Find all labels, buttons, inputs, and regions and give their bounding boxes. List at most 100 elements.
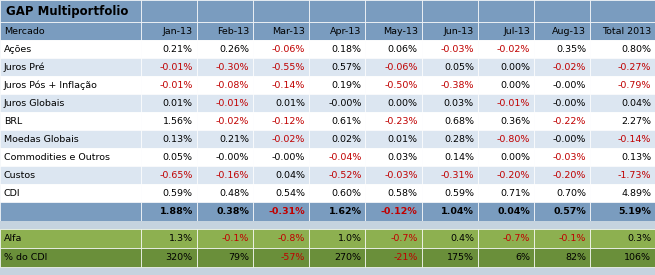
Text: -0.31%: -0.31%: [269, 207, 305, 216]
Bar: [478, 40, 534, 58]
Text: 1.88%: 1.88%: [160, 207, 193, 216]
Bar: [0, 22, 141, 40]
Bar: [253, 130, 309, 148]
Text: -0.20%: -0.20%: [553, 170, 586, 180]
Text: May-13: May-13: [383, 26, 418, 35]
Bar: [196, 148, 253, 166]
Text: -0.16%: -0.16%: [215, 170, 249, 180]
Text: Juros Pré: Juros Pré: [4, 62, 45, 72]
Bar: [365, 130, 422, 148]
Text: 0.3%: 0.3%: [627, 234, 651, 243]
Bar: [253, 58, 309, 76]
Bar: [253, 112, 309, 130]
Text: 1.0%: 1.0%: [337, 234, 362, 243]
Bar: [196, 76, 253, 94]
Text: Juros Globais: Juros Globais: [4, 98, 66, 108]
Bar: [365, 22, 422, 40]
Bar: [309, 112, 365, 130]
Text: 0.04%: 0.04%: [275, 170, 305, 180]
Bar: [253, 248, 309, 267]
Text: 0.28%: 0.28%: [444, 134, 474, 144]
Bar: [309, 229, 365, 248]
Bar: [0, 58, 141, 76]
Text: Jul-13: Jul-13: [503, 26, 530, 35]
Bar: [365, 184, 422, 202]
Bar: [0, 76, 141, 94]
Text: 0.59%: 0.59%: [444, 188, 474, 197]
Bar: [478, 148, 534, 166]
Bar: [141, 166, 196, 184]
Bar: [196, 40, 253, 58]
Bar: [478, 0, 534, 22]
Text: -0.02%: -0.02%: [272, 134, 305, 144]
Text: 0.38%: 0.38%: [216, 207, 249, 216]
Text: -0.12%: -0.12%: [272, 117, 305, 125]
Text: 0.03%: 0.03%: [444, 98, 474, 108]
Bar: [365, 229, 422, 248]
Text: -0.7%: -0.7%: [503, 234, 530, 243]
Bar: [534, 229, 590, 248]
Text: 0.4%: 0.4%: [450, 234, 474, 243]
Bar: [478, 76, 534, 94]
Bar: [478, 58, 534, 76]
Text: 0.21%: 0.21%: [163, 45, 193, 54]
Text: -0.7%: -0.7%: [390, 234, 418, 243]
Bar: [0, 229, 141, 248]
Text: 0.18%: 0.18%: [331, 45, 362, 54]
Text: 0.57%: 0.57%: [331, 62, 362, 72]
Bar: [534, 76, 590, 94]
Bar: [365, 76, 422, 94]
Text: 0.13%: 0.13%: [162, 134, 193, 144]
Text: -0.80%: -0.80%: [496, 134, 530, 144]
Bar: [253, 0, 309, 22]
Text: -0.06%: -0.06%: [272, 45, 305, 54]
Bar: [196, 229, 253, 248]
Text: -0.1%: -0.1%: [221, 234, 249, 243]
Bar: [534, 202, 590, 221]
Text: 0.48%: 0.48%: [219, 188, 249, 197]
Text: -0.79%: -0.79%: [618, 81, 651, 89]
Text: 175%: 175%: [447, 253, 474, 262]
Bar: [0, 94, 141, 112]
Bar: [309, 184, 365, 202]
Bar: [590, 166, 655, 184]
Bar: [309, 94, 365, 112]
Bar: [141, 76, 196, 94]
Bar: [365, 148, 422, 166]
Text: -0.1%: -0.1%: [559, 234, 586, 243]
Text: Mercado: Mercado: [4, 26, 45, 35]
Bar: [365, 248, 422, 267]
Bar: [422, 248, 478, 267]
Bar: [141, 248, 196, 267]
Text: -0.00%: -0.00%: [328, 98, 362, 108]
Bar: [478, 202, 534, 221]
Bar: [590, 229, 655, 248]
Text: 0.58%: 0.58%: [388, 188, 418, 197]
Text: 0.04%: 0.04%: [497, 207, 530, 216]
Text: 0.00%: 0.00%: [500, 81, 530, 89]
Bar: [534, 0, 590, 22]
Text: -0.03%: -0.03%: [440, 45, 474, 54]
Text: 320%: 320%: [166, 253, 193, 262]
Text: 0.70%: 0.70%: [556, 188, 586, 197]
Text: 1.04%: 1.04%: [441, 207, 474, 216]
Bar: [365, 112, 422, 130]
Text: -0.04%: -0.04%: [328, 153, 362, 161]
Text: -0.52%: -0.52%: [328, 170, 362, 180]
Bar: [534, 40, 590, 58]
Bar: [365, 0, 422, 22]
Text: % do CDI: % do CDI: [4, 253, 47, 262]
Text: -0.23%: -0.23%: [384, 117, 418, 125]
Bar: [309, 58, 365, 76]
Text: Alfa: Alfa: [4, 234, 22, 243]
Bar: [590, 248, 655, 267]
Text: 6%: 6%: [515, 253, 530, 262]
Bar: [478, 229, 534, 248]
Bar: [253, 166, 309, 184]
Bar: [590, 130, 655, 148]
Text: 5.19%: 5.19%: [618, 207, 651, 216]
Bar: [141, 112, 196, 130]
Text: 0.05%: 0.05%: [163, 153, 193, 161]
Text: -0.14%: -0.14%: [272, 81, 305, 89]
Bar: [590, 76, 655, 94]
